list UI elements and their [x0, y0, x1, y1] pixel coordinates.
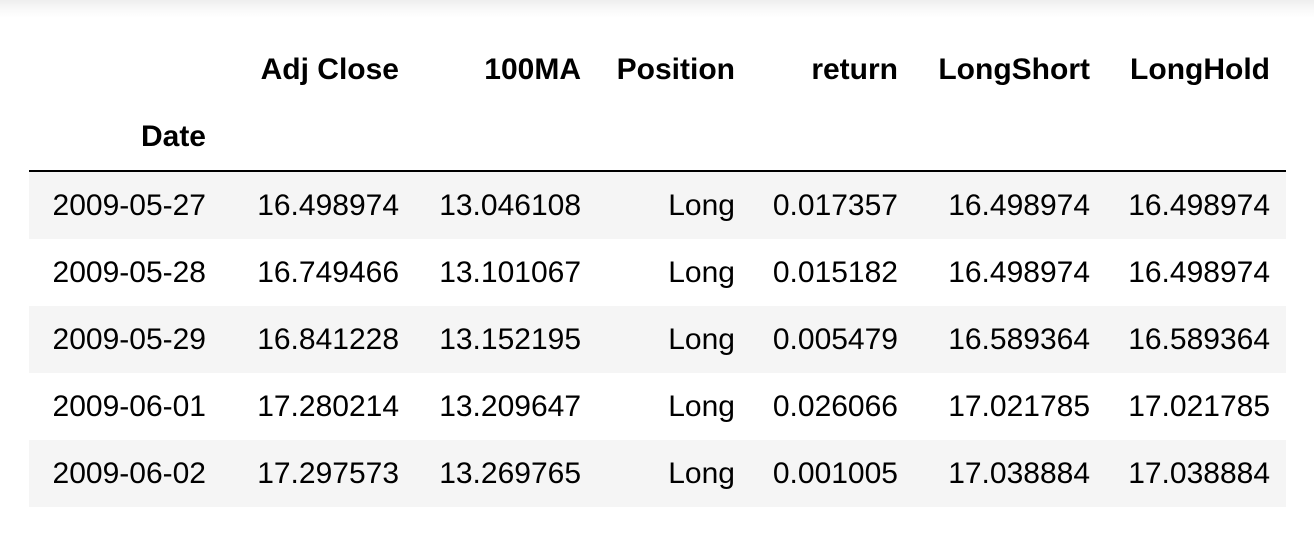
index-name-empty-cell [1106, 103, 1286, 172]
output-top-shadow [0, 0, 1314, 18]
table-row: 2009-06-02 17.297573 13.269765 Long 0.00… [29, 440, 1286, 507]
cell-longhold: 16.498974 [1128, 189, 1270, 222]
dataframe-table: Adj Close 100MA Position return LongShor… [29, 36, 1286, 507]
column-header-longhold: LongHold [1130, 53, 1270, 86]
table-row: 2009-05-28 16.749466 13.101067 Long 0.01… [29, 239, 1286, 306]
cell-return: 0.005479 [772, 323, 898, 356]
column-header-adj-close: Adj Close [260, 53, 399, 86]
column-header-100ma: 100MA [484, 53, 581, 86]
row-index-date: 2009-06-01 [52, 390, 206, 423]
table-body: 2009-05-27 16.498974 13.046108 Long 0.01… [29, 171, 1286, 507]
cell-adj-close: 16.841228 [257, 323, 399, 356]
cell-longhold: 16.589364 [1128, 323, 1270, 356]
index-name-date: Date [29, 103, 222, 172]
cell-longshort: 17.038884 [948, 457, 1090, 490]
cell-longshort: 17.021785 [948, 390, 1090, 423]
cell-return: 0.015182 [772, 256, 898, 289]
row-index-date: 2009-05-27 [52, 189, 206, 222]
cell-longshort: 16.498974 [948, 256, 1090, 289]
cell-adj-close: 16.749466 [257, 256, 399, 289]
cell-position: Long [668, 189, 735, 222]
cell-longhold: 17.038884 [1128, 457, 1270, 490]
header-corner-cell [29, 36, 222, 103]
cell-adj-close: 16.498974 [257, 189, 399, 222]
cell-100ma: 13.101067 [439, 256, 581, 289]
cell-longshort: 16.498974 [948, 189, 1090, 222]
index-name-empty-cell [597, 103, 751, 172]
cell-longshort: 16.589364 [948, 323, 1090, 356]
column-header-return: return [811, 53, 898, 86]
row-index-date: 2009-05-28 [52, 256, 206, 289]
cell-position: Long [668, 457, 735, 490]
column-header-position: Position [616, 53, 735, 86]
cell-longhold: 16.498974 [1128, 256, 1270, 289]
cell-return: 0.026066 [772, 390, 898, 423]
index-name-empty-cell [751, 103, 914, 172]
cell-position: Long [668, 390, 735, 423]
index-name-empty-cell [415, 103, 597, 172]
index-name-empty-cell [222, 103, 415, 172]
cell-position: Long [668, 256, 735, 289]
table-row: 2009-06-01 17.280214 13.209647 Long 0.02… [29, 373, 1286, 440]
cell-adj-close: 17.280214 [257, 390, 399, 423]
table-row: 2009-05-29 16.841228 13.152195 Long 0.00… [29, 306, 1286, 373]
cell-return: 0.001005 [772, 457, 898, 490]
cell-100ma: 13.209647 [439, 390, 581, 423]
row-index-date: 2009-06-02 [52, 457, 206, 490]
table-row: 2009-05-27 16.498974 13.046108 Long 0.01… [29, 171, 1286, 239]
cell-100ma: 13.269765 [439, 457, 581, 490]
cell-return: 0.017357 [772, 189, 898, 222]
cell-adj-close: 17.297573 [257, 457, 399, 490]
cell-100ma: 13.152195 [439, 323, 581, 356]
index-name-row: Date [29, 103, 1286, 172]
column-header-longshort: LongShort [938, 53, 1090, 86]
index-name-empty-cell [914, 103, 1106, 172]
cell-longhold: 17.021785 [1128, 390, 1270, 423]
cell-position: Long [668, 323, 735, 356]
column-header-row: Adj Close 100MA Position return LongShor… [29, 36, 1286, 103]
cell-100ma: 13.046108 [439, 189, 581, 222]
row-index-date: 2009-05-29 [52, 323, 206, 356]
table-header: Adj Close 100MA Position return LongShor… [29, 36, 1286, 172]
